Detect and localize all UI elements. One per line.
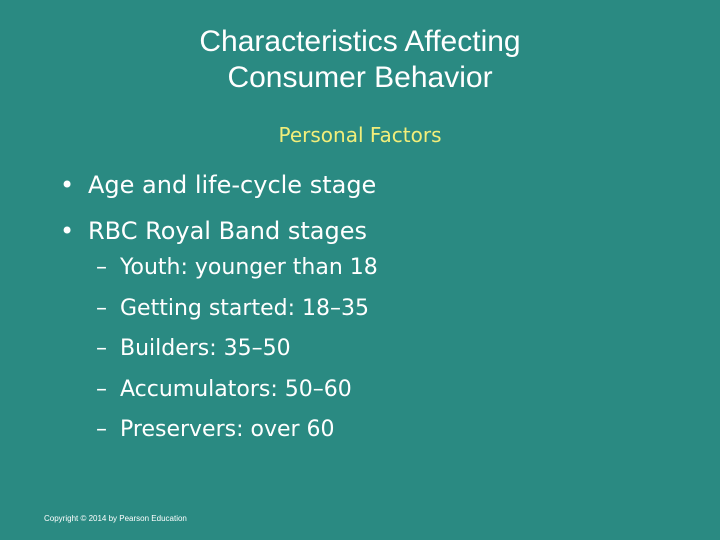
title-line-1: Characteristics Affecting [199,25,521,58]
bullet-glyph: • [60,171,75,199]
sub-bullet-text: Builders: 35–50 [120,336,291,361]
slide-subtitle: Personal Factors [278,123,442,147]
dash-glyph: – [96,376,107,402]
dash-glyph: – [96,255,107,280]
dash-glyph: – [96,336,107,361]
sub-bullet-text: Getting started: 18–35 [120,295,369,321]
dash-glyph: – [96,295,107,321]
sub-bullet-item: – Builders: 35–50 [96,329,378,370]
sub-bullet-item: – Youth: younger than 18 [96,248,378,289]
bullet-text: RBC Royal Band stages [88,217,367,245]
sub-bullet-text: Accumulators: 50–60 [120,376,352,402]
dash-glyph: – [96,417,107,442]
bullet-glyph: • [60,217,75,245]
title-line-2: Consumer Behavior [227,61,493,94]
bullet-text: Age and life-cycle stage [88,171,377,199]
sub-bullet-item: – Accumulators: 50–60 [96,370,378,411]
sub-bullet-text: Preservers: over 60 [120,417,335,442]
copyright-notice: Copyright © 2014 by Pearson Education [44,514,187,523]
sub-bullet-list: – Youth: younger than 18 – Getting started… [96,248,378,451]
sub-bullet-text: Youth: younger than 18 [120,255,378,280]
sub-bullet-item: – Preservers: over 60 [96,410,378,451]
slide-title: Characteristics Affecting Consumer Behav… [40,24,680,96]
bullet-item: • Age and life-cycle stage [60,162,376,208]
bullet-item: • RBC Royal Band stages [60,208,376,254]
bullet-list: • Age and life-cycle stage • RBC Royal Ban… [60,162,376,254]
sub-bullet-item: – Getting started: 18–35 [96,289,378,330]
